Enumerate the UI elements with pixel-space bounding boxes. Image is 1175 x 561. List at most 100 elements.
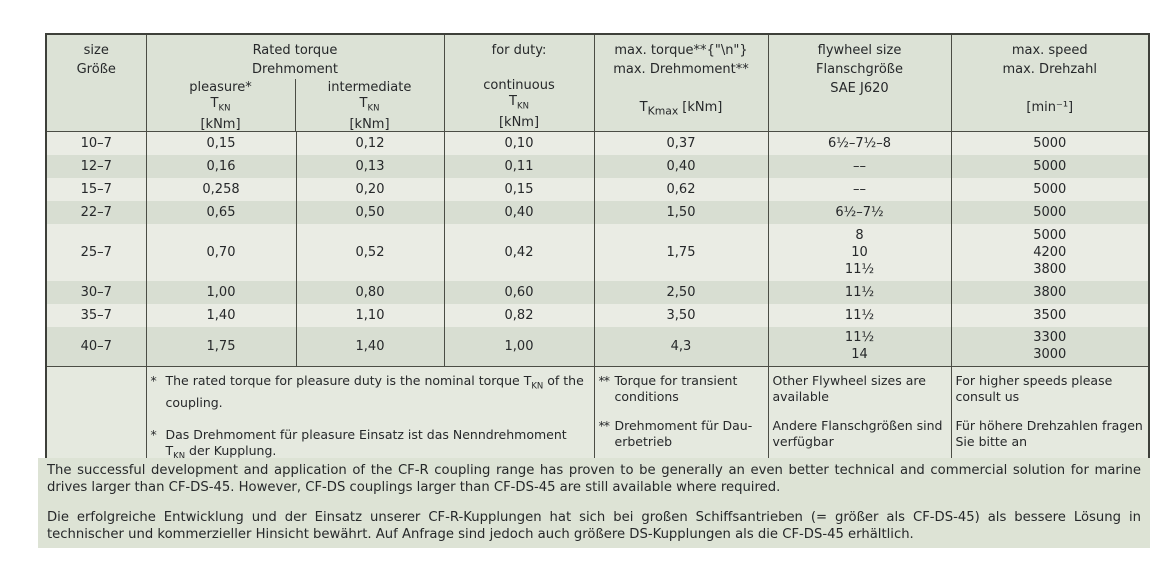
table-row: 10–7 0,15 0,12 0,10 0,37 6½–7½–8 5000 — [46, 131, 1149, 155]
table-row: 40–7 1,75 1,40 1,00 4,3 11½ 14 3300 3000 — [46, 326, 1149, 367]
footnote-speed-en: For higher speeds please consult us — [955, 373, 1113, 404]
pleasure-cell: 1,40 — [145, 303, 296, 327]
speed-cell: 5000 — [950, 200, 1149, 224]
max-torque-cell: 0,37 — [593, 131, 768, 155]
speed-cell: 5000 — [950, 131, 1149, 155]
header-flywheel: flywheel size Flanschgröße SAE J620 — [767, 34, 951, 132]
size-cell: 22–7 — [46, 200, 146, 224]
header-intermediate-label: intermediate — [327, 80, 412, 95]
pleasure-cell: 0,15 — [145, 131, 296, 155]
max-torque-cell: 4,3 — [593, 326, 768, 367]
footnote-torque-en: ** Torque for transient conditions — [598, 373, 738, 404]
asterisk-marker: * — [150, 373, 157, 388]
flywheel-cell: 8 10 11½ — [767, 223, 951, 281]
footnote-flywheel-de: Andere Flanschgrößen sind verfügbar — [772, 418, 943, 449]
flywheel-cell: –– — [767, 177, 951, 201]
continuous-cell: 0,42 — [443, 223, 594, 281]
table-row: 30–7 1,00 0,80 0,60 2,50 11½ 3800 — [46, 280, 1149, 304]
size-cell: 15–7 — [46, 177, 146, 201]
size-cell: 30–7 — [46, 280, 146, 304]
size-cell: 12–7 — [46, 154, 146, 178]
table-row: 25–7 0,70 0,52 0,42 1,75 8 10 11½ 5000 4… — [46, 223, 1149, 281]
table-row: 12–7 0,16 0,13 0,11 0,40 –– 5000 — [46, 154, 1149, 178]
footnote-torque-de: ** Drehmoment für Dau­erbetrieb — [598, 418, 753, 449]
intermediate-cell: 0,20 — [295, 177, 444, 201]
footnote-speed-de: Für höhere Drehzahlen fragen Sie bitte a… — [955, 418, 1143, 449]
flywheel-cell: 11½ — [767, 303, 951, 327]
max-torque-cell: 1,50 — [593, 200, 768, 224]
header-for-duty: for duty: continuous TKN [kNm] — [443, 34, 594, 132]
description-paragraph-de: Die erfolgreiche Entwicklung und der Ein… — [47, 510, 1141, 542]
intermediate-cell: 1,40 — [295, 326, 444, 367]
header-intermediate: intermediate TKN [kNm] — [294, 79, 444, 132]
max-torque-cell: 0,62 — [593, 177, 768, 201]
pleasure-cell: 1,75 — [145, 326, 296, 367]
flywheel-cell: 11½ — [767, 280, 951, 304]
speed-cell: 3800 — [950, 280, 1149, 304]
footnote-flywheel-en: Other Flywheel sizes are available — [772, 373, 926, 404]
size-cell: 40–7 — [46, 326, 146, 367]
coupling-data-table: size Größe Rated torque Drehmoment pleas… — [45, 33, 1150, 486]
size-cell: 25–7 — [46, 223, 146, 281]
speed-cell: 5000 4200 3800 — [950, 223, 1149, 281]
footnote-pleasure-de: * Das Drehmoment für pleasure Einsatz is… — [151, 427, 589, 465]
table-header-row: size Größe Rated torque Drehmoment pleas… — [46, 34, 1149, 132]
max-torque-cell: 0,40 — [593, 154, 768, 178]
description-panel: The successful development and applicati… — [38, 458, 1150, 548]
flywheel-cell: 6½–7½ — [767, 200, 951, 224]
continuous-cell: 1,00 — [443, 326, 594, 367]
header-size-label: size Größe — [76, 43, 116, 77]
pleasure-cell: 0,65 — [145, 200, 296, 224]
header-pleasure-unit: [kNm] — [200, 116, 241, 132]
header-speed: max. speed max. Drehzahl [min⁻¹] — [950, 34, 1149, 132]
speed-cell: 3500 — [950, 303, 1149, 327]
footnote-pleasure-en: * The rated torque for pleasure duty is … — [150, 373, 584, 410]
pleasure-cell: 0,70 — [145, 223, 296, 281]
header-flywheel-label: flywheel size Flanschgröße SAE J620 — [816, 43, 903, 96]
header-duty-label: for duty: — [491, 43, 547, 58]
intermediate-cell: 0,80 — [295, 280, 444, 304]
header-max-torque-symbol: TKmax [kNm] — [639, 100, 723, 118]
header-speed-label: max. speed max. Drehzahl — [1002, 43, 1098, 77]
intermediate-cell: 1,10 — [295, 303, 444, 327]
double-asterisk-marker: ** — [598, 418, 611, 433]
speed-cell: 5000 — [950, 177, 1149, 201]
flywheel-cell: 6½–7½–8 — [767, 131, 951, 155]
pleasure-cell: 0,258 — [145, 177, 296, 201]
flywheel-cell: 11½ 14 — [767, 326, 951, 367]
header-continuous-symbol: TKN — [509, 94, 529, 112]
speed-cell: 5000 — [950, 154, 1149, 178]
pleasure-cell: 1,00 — [145, 280, 296, 304]
pleasure-cell: 0,16 — [145, 154, 296, 178]
continuous-cell: 0,82 — [443, 303, 594, 327]
size-cell: 35–7 — [46, 303, 146, 327]
max-torque-cell: 1,75 — [593, 223, 768, 281]
header-pleasure: pleasure* TKN [kNm] — [147, 79, 295, 132]
max-torque-cell: 3,50 — [593, 303, 768, 327]
header-intermediate-unit: [kNm] — [349, 116, 390, 132]
table-row: 15–7 0,258 0,20 0,15 0,62 –– 5000 — [46, 177, 1149, 201]
header-rated-label: Rated torque Drehmoment — [252, 43, 338, 77]
header-speed-unit: [min⁻¹] — [1026, 100, 1074, 115]
table-row: 22–7 0,65 0,50 0,40 1,50 6½–7½ 5000 — [46, 200, 1149, 224]
speed-cell: 3300 3000 — [950, 326, 1149, 367]
intermediate-cell: 0,50 — [295, 200, 444, 224]
flywheel-cell: –– — [767, 154, 951, 178]
continuous-cell: 0,10 — [443, 131, 594, 155]
size-cell: 10–7 — [46, 131, 146, 155]
max-torque-cell: 2,50 — [593, 280, 768, 304]
intermediate-cell: 0,12 — [295, 131, 444, 155]
header-rated-torque: Rated torque Drehmoment pleasure* TKN [k… — [145, 34, 444, 132]
header-pleasure-symbol: TKN — [210, 96, 231, 114]
header-intermediate-symbol: TKN — [359, 96, 380, 114]
description-paragraph-en: The successful development and applicati… — [47, 463, 1141, 495]
header-max-torque: max. torque**{"\n"} max. Drehmoment** TKm… — [593, 34, 768, 132]
continuous-cell: 0,40 — [443, 200, 594, 224]
intermediate-cell: 0,52 — [295, 223, 444, 281]
header-continuous-unit: [kNm] — [498, 115, 540, 130]
continuous-cell: 0,60 — [443, 280, 594, 304]
continuous-cell: 0,11 — [443, 154, 594, 178]
double-asterisk-marker: ** — [598, 373, 611, 388]
header-continuous-label: continuous — [483, 78, 555, 94]
intermediate-cell: 0,13 — [295, 154, 444, 178]
